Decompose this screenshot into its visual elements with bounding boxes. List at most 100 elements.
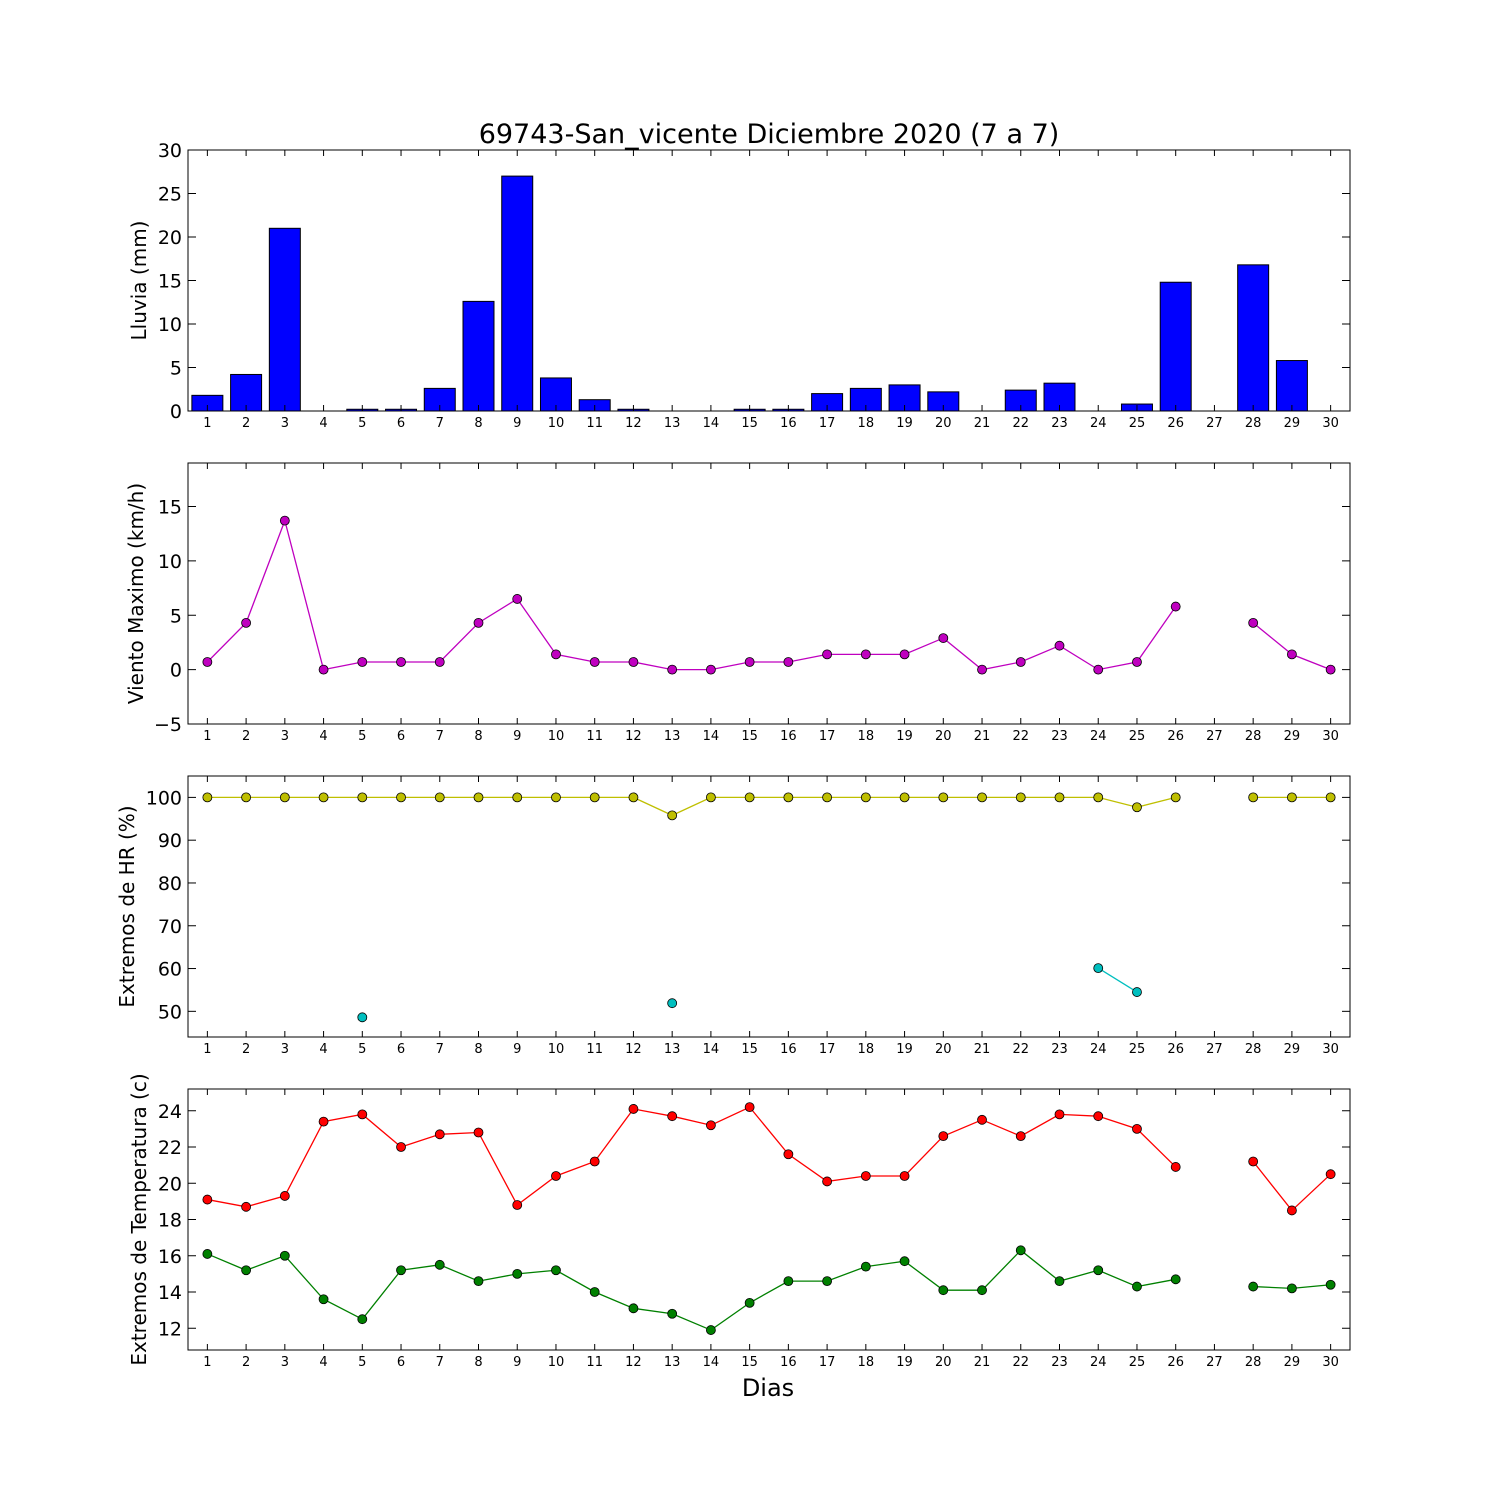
rainfall-x-tick-label: 30 bbox=[1322, 416, 1339, 431]
temperature-y-axis-label: Extremos de Temperatura (c) bbox=[127, 1073, 151, 1365]
humidity-x-tick-label: 22 bbox=[1012, 1042, 1029, 1057]
rain-bar-day-8 bbox=[462, 300, 495, 412]
wind-x-tick-label: 2 bbox=[242, 729, 250, 744]
rainfall-x-tick-label: 11 bbox=[586, 416, 603, 431]
rain-bar-day-26 bbox=[1159, 281, 1192, 412]
humidity-series-0-point bbox=[667, 810, 678, 821]
wind-x-tick-label: 30 bbox=[1322, 729, 1339, 744]
temperature-x-tick-label: 26 bbox=[1167, 1355, 1184, 1370]
wind-series-0-point bbox=[589, 657, 600, 667]
temperature-x-tick-label: 5 bbox=[358, 1355, 366, 1370]
temperature-series-1-point bbox=[241, 1265, 252, 1276]
temperature-x-tick-label: 19 bbox=[896, 1355, 913, 1370]
x-axis-label: Dias bbox=[742, 1374, 794, 1402]
humidity-series-0-point bbox=[628, 792, 639, 803]
wind-x-tick-label: 23 bbox=[1051, 729, 1068, 744]
humidity-series-0-point bbox=[473, 792, 484, 803]
wind-series-0-point bbox=[706, 664, 716, 675]
humidity-series-1-point bbox=[1132, 987, 1142, 997]
rainfall-x-tick-label: 3 bbox=[281, 416, 289, 431]
wind-series-0-point bbox=[473, 617, 484, 628]
temperature-x-tick-label: 27 bbox=[1206, 1355, 1223, 1370]
humidity-series-0-point bbox=[899, 792, 910, 803]
temperature-series-1-point bbox=[1132, 1281, 1142, 1292]
temperature-series-1-point bbox=[396, 1265, 406, 1276]
temperature-series-1-point bbox=[860, 1261, 871, 1272]
humidity-x-tick-label: 23 bbox=[1051, 1042, 1068, 1057]
humidity-series-0-point bbox=[434, 792, 445, 803]
temperature-x-tick-label: 8 bbox=[474, 1355, 482, 1370]
temperature-series-1-point bbox=[551, 1265, 561, 1276]
temperature-series-1-point bbox=[822, 1276, 832, 1287]
temperature-series-1-point bbox=[357, 1314, 368, 1325]
wind-x-tick-label: 7 bbox=[436, 729, 444, 744]
temperature-series-0-point bbox=[1287, 1205, 1297, 1216]
temperature-y-tick-label: 20 bbox=[158, 1173, 182, 1195]
wind-x-tick-label: 21 bbox=[974, 729, 991, 744]
temperature-series-1-point bbox=[589, 1287, 600, 1297]
rainfall-y-tick-label: 0 bbox=[170, 401, 182, 423]
humidity-x-tick-label: 29 bbox=[1284, 1042, 1301, 1057]
temperature-x-tick-label: 22 bbox=[1012, 1355, 1029, 1370]
rainfall-x-tick-label: 12 bbox=[625, 416, 642, 431]
humidity-y-tick-label: 60 bbox=[158, 959, 182, 981]
wind-series-0-point bbox=[1015, 657, 1026, 667]
wind-x-tick-label: 18 bbox=[858, 729, 875, 744]
temperature-series-1-point bbox=[1325, 1279, 1336, 1290]
humidity-series-0-line bbox=[207, 796, 1176, 817]
temperature-series-0-point bbox=[938, 1131, 949, 1142]
temperature-series-0-point bbox=[977, 1114, 987, 1125]
humidity-x-tick-label: 8 bbox=[474, 1042, 482, 1057]
humidity-series-0-point bbox=[1325, 792, 1336, 803]
temperature-y-tick-label: 22 bbox=[158, 1137, 182, 1159]
temperature-series-1-point bbox=[1015, 1245, 1026, 1256]
humidity-series-0-point bbox=[357, 792, 368, 803]
wind-x-tick-label: 27 bbox=[1206, 729, 1223, 744]
humidity-series-0-point bbox=[1093, 792, 1104, 803]
temperature-x-tick-label: 2 bbox=[242, 1355, 250, 1370]
rainfall-x-tick-label: 7 bbox=[436, 416, 444, 431]
temperature-series-1-point bbox=[899, 1256, 910, 1267]
wind-x-tick-label: 28 bbox=[1245, 729, 1262, 744]
temperature-x-tick-label: 10 bbox=[548, 1355, 565, 1370]
temperature-series-0-point bbox=[279, 1191, 290, 1201]
humidity-x-tick-label: 5 bbox=[358, 1042, 366, 1057]
temperature-x-tick-label: 9 bbox=[513, 1355, 521, 1370]
wind-x-tick-label: 17 bbox=[819, 729, 836, 744]
temperature-x-tick-label: 15 bbox=[741, 1355, 758, 1370]
temperature-series-1-point bbox=[706, 1325, 716, 1335]
wind-series-0-point bbox=[396, 657, 406, 667]
rainfall-x-tick-label: 9 bbox=[513, 416, 521, 431]
rainfall-y-tick-label: 10 bbox=[158, 314, 182, 336]
temperature-x-tick-label: 12 bbox=[625, 1355, 642, 1370]
wind-series-0-point bbox=[1054, 640, 1065, 651]
rainfall-y-tick-label: 20 bbox=[158, 227, 182, 249]
temperature-y-tick-label: 24 bbox=[158, 1101, 182, 1123]
wind-series-0-point bbox=[628, 657, 639, 667]
wind-series-0-point bbox=[1287, 649, 1297, 660]
temperature-series-0-point bbox=[589, 1156, 600, 1167]
rainfall-x-tick-label: 26 bbox=[1167, 416, 1184, 431]
temperature-series-1-point bbox=[202, 1249, 213, 1259]
humidity-y-axis-label: Extremos de HR (%) bbox=[115, 805, 139, 1007]
wind-x-tick-label: 26 bbox=[1167, 729, 1184, 744]
rain-bar-day-28 bbox=[1237, 264, 1270, 412]
temperature-series-1-point bbox=[1287, 1283, 1297, 1294]
wind-series-0-point bbox=[1248, 617, 1259, 628]
temperature-series-0-point bbox=[783, 1149, 794, 1160]
wind-x-tick-label: 20 bbox=[935, 729, 952, 744]
humidity-x-tick-label: 6 bbox=[397, 1042, 405, 1057]
temperature-series-1-point bbox=[512, 1268, 523, 1279]
temperature-x-tick-label: 1 bbox=[203, 1355, 211, 1370]
temperature-y-tick-label: 18 bbox=[158, 1210, 182, 1232]
temperature-series-0-point bbox=[1170, 1162, 1181, 1172]
humidity-series-0-point bbox=[1015, 792, 1026, 803]
temperature-series-0-point bbox=[241, 1201, 252, 1212]
temperature-x-tick-label: 28 bbox=[1245, 1355, 1262, 1370]
rainfall-x-tick-label: 25 bbox=[1129, 416, 1146, 431]
temperature-series-0-point bbox=[551, 1171, 561, 1181]
rainfall-x-tick-label: 21 bbox=[974, 416, 991, 431]
humidity-axes-frame bbox=[187, 775, 1351, 1038]
temperature-x-tick-label: 17 bbox=[819, 1355, 836, 1370]
